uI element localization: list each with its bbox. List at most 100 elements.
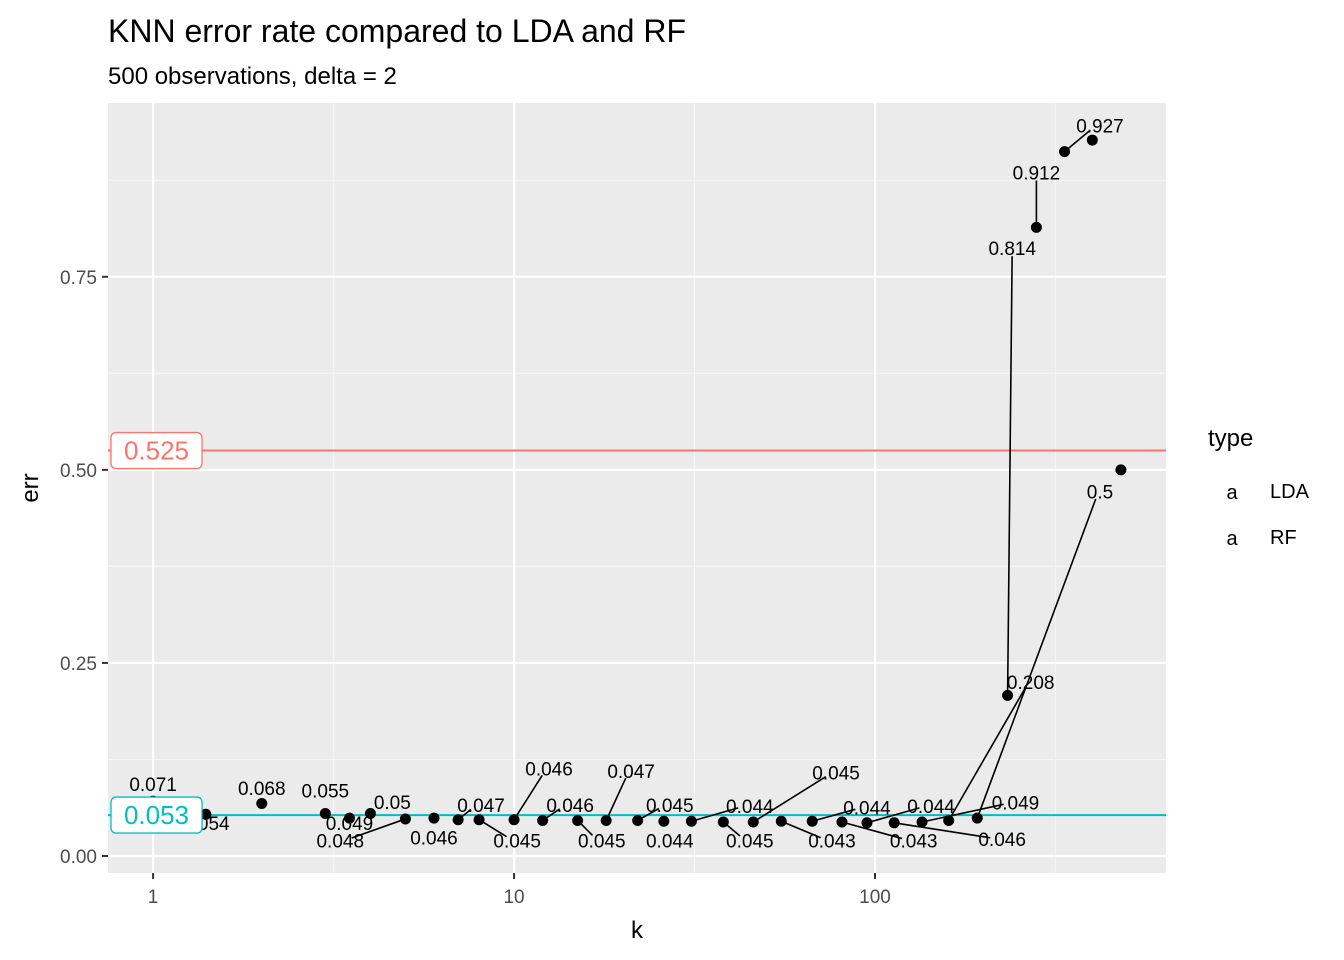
point-label: 0.055	[302, 781, 350, 802]
legend-label: LDA	[1270, 481, 1310, 503]
data-point	[916, 816, 928, 828]
y-axis-title: err	[17, 473, 44, 502]
point-label: 0.912	[1013, 164, 1061, 185]
data-point	[537, 814, 549, 826]
point-label: 0.044	[907, 797, 955, 818]
data-point	[685, 815, 697, 827]
data-point	[319, 808, 331, 820]
label-leader	[691, 807, 739, 823]
data-point	[775, 815, 787, 827]
point-label: 0.927	[1076, 116, 1124, 137]
point-label: 0.043	[890, 832, 938, 853]
chart-title: KNN error rate compared to LDA and RF	[108, 13, 686, 49]
point-label: 0.045	[646, 796, 694, 817]
point-label: 0.068	[238, 779, 286, 800]
reference-label-rf: 0.053	[110, 796, 203, 834]
data-point	[943, 814, 955, 826]
grid-major	[108, 103, 1166, 873]
point-label: 0.045	[578, 832, 626, 853]
data-point	[452, 814, 464, 826]
grid-minor	[108, 103, 1166, 873]
data-point	[572, 814, 584, 826]
legend-label: RF	[1270, 527, 1297, 549]
data-point	[508, 814, 520, 826]
reference-label-text: 0.053	[124, 800, 189, 830]
data-point	[971, 812, 983, 824]
legend: type a LDA a RF	[1208, 425, 1310, 550]
legend-item-rf: a RF	[1226, 527, 1296, 550]
reference-label-lda: 0.525	[110, 431, 203, 470]
data-point	[1086, 134, 1098, 146]
point-label: 0.044	[726, 797, 774, 818]
label-leader	[1064, 129, 1091, 153]
point-label: 0.046	[410, 828, 458, 849]
data-point	[658, 815, 670, 827]
point-label: 0.045	[726, 832, 774, 853]
label-leader	[351, 818, 406, 839]
data-point	[632, 814, 644, 826]
data-point	[428, 812, 440, 824]
legend-title: type	[1208, 425, 1253, 452]
point-label: 0.046	[978, 830, 1026, 851]
label-leader	[894, 822, 991, 839]
y-tick-label: 0.50	[60, 461, 97, 482]
label-leader	[1006, 256, 1013, 696]
data-points	[147, 134, 1127, 829]
reference-label-box	[110, 431, 203, 470]
x-axis-title: k	[631, 917, 644, 944]
point-label: 0.044	[646, 832, 694, 853]
point-label: 0.047	[607, 762, 655, 783]
point-label: 0.043	[808, 832, 856, 853]
point-label: 0.208	[1007, 673, 1055, 694]
reference-label-text: 0.525	[124, 436, 189, 466]
point-label: 0.5	[1087, 482, 1113, 503]
point-label: 0.045	[812, 764, 860, 785]
x-tick-label: 10	[503, 887, 524, 908]
data-point	[1030, 221, 1042, 233]
x-tick-label: 1	[148, 887, 159, 908]
x-tick-label: 100	[859, 887, 891, 908]
legend-item-lda: a LDA	[1226, 481, 1309, 504]
label-leader	[812, 808, 856, 823]
label-leader	[947, 688, 1026, 821]
legend-key: a	[1226, 482, 1238, 504]
y-tick-label: 0.25	[60, 654, 97, 675]
point-label: 0.046	[525, 760, 573, 781]
data-point	[888, 817, 900, 829]
data-point	[806, 815, 818, 827]
label-leader	[752, 776, 827, 823]
legend-key: a	[1226, 528, 1238, 550]
point-label: 0.047	[457, 796, 505, 817]
data-point	[200, 808, 212, 820]
point-label: 0.071	[129, 775, 177, 796]
point-label: 0.044	[843, 798, 891, 819]
data-point	[747, 816, 759, 828]
reference-labels: 0.525 0.053	[110, 431, 203, 834]
point-label: 0.045	[493, 832, 541, 853]
label-leader	[841, 821, 903, 840]
data-point	[473, 814, 485, 826]
data-point	[600, 814, 612, 826]
data-point	[364, 808, 376, 820]
y-tick-label: 0.75	[60, 268, 97, 289]
data-point	[1059, 146, 1071, 158]
label-leader	[976, 498, 1097, 819]
point-label: 0.048	[316, 832, 364, 853]
data-point	[1002, 689, 1014, 701]
data-point	[1115, 464, 1127, 476]
data-point	[399, 813, 411, 825]
label-leader	[921, 803, 1004, 823]
label-leader	[780, 820, 822, 839]
label-leader	[605, 777, 627, 821]
data-point	[861, 817, 873, 829]
point-label: 0.049	[326, 814, 374, 835]
point-label: 0.049	[992, 794, 1040, 815]
data-point	[256, 797, 268, 809]
y-tick-label: 0.00	[60, 847, 97, 868]
point-label: 0.046	[546, 796, 594, 817]
label-leader	[513, 774, 543, 821]
reference-label-box	[110, 796, 203, 834]
point-label: 0.05	[374, 793, 411, 814]
